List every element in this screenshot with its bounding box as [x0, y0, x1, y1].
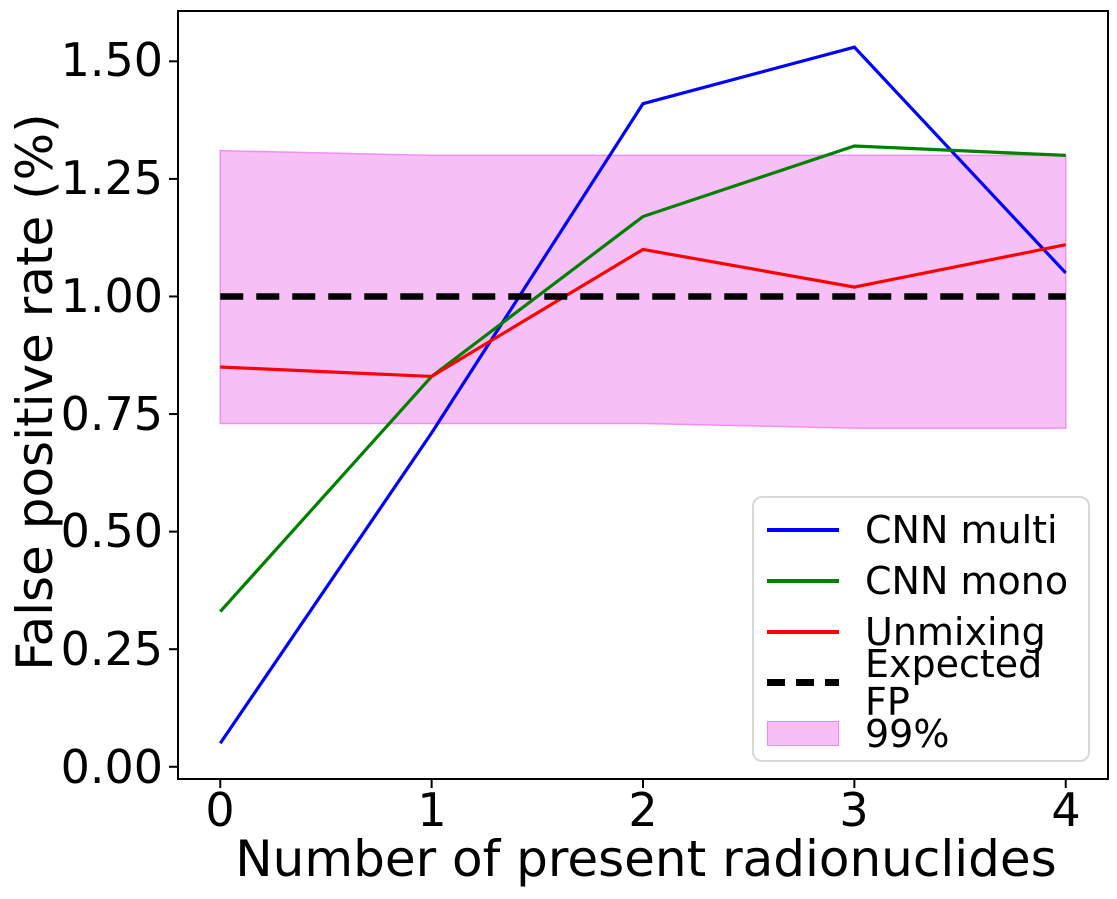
x-tick-label-0: 0 — [205, 783, 234, 837]
y-tick-label-0-75: 0.75 — [61, 387, 163, 441]
series-cnn-multi — [218, 45, 1067, 745]
legend-item-cnn-multi: CNN multi — [767, 504, 1088, 555]
x-tick-label-2: 2 — [628, 783, 657, 837]
y-tick-label-1-00: 1.00 — [61, 269, 163, 323]
legend-line-swatch-blue — [767, 527, 839, 532]
legend-item-99-percent-band: 99% — [767, 708, 1088, 759]
legend-label: CNN multi — [865, 507, 1058, 552]
y-tick-label-1-25: 1.25 — [61, 151, 163, 205]
legend-dashed-line-swatch — [767, 679, 839, 686]
legend-line-swatch-red — [767, 629, 839, 634]
y-axis-title: False positive rate (%) — [6, 113, 64, 670]
plot-area — [169, 10, 1109, 788]
legend-label: Expected FP — [865, 641, 1043, 724]
series-cnn-mono — [219, 144, 1066, 613]
legend-item-expected-fp: Expected FP — [767, 645, 1088, 721]
x-tick-label-4: 4 — [1051, 783, 1080, 837]
y-tick-label-1-50: 1.50 — [61, 33, 163, 87]
legend-line-swatch-green — [767, 578, 839, 583]
legend-label: Unmixing — [865, 609, 1046, 654]
confidence-band-99 — [219, 149, 1067, 429]
legend-label: 99% — [865, 711, 950, 756]
legend-item-cnn-mono: CNN mono — [767, 555, 1088, 606]
series-unmixing — [220, 243, 1067, 379]
y-tick-label-0-00: 0.00 — [61, 740, 163, 794]
legend-band-swatch — [767, 721, 839, 746]
x-tick-label-1: 1 — [417, 783, 446, 837]
axis-labels-layer: 0.00 0.25 0.50 0.75 1.00 1.25 1.50 0 1 2… — [6, 33, 1081, 888]
legend: CNN multi CNN mono Unmixing Expected FP … — [752, 496, 1090, 762]
y-tick-label-0-25: 0.25 — [61, 622, 163, 676]
legend-item-unmixing: Unmixing — [767, 606, 1088, 657]
x-axis-title: Number of present radionuclides — [235, 830, 1056, 888]
x-tick-label-3: 3 — [839, 783, 868, 837]
y-tick-label-0-50: 0.50 — [61, 504, 163, 558]
legend-label: CNN mono — [865, 558, 1069, 603]
